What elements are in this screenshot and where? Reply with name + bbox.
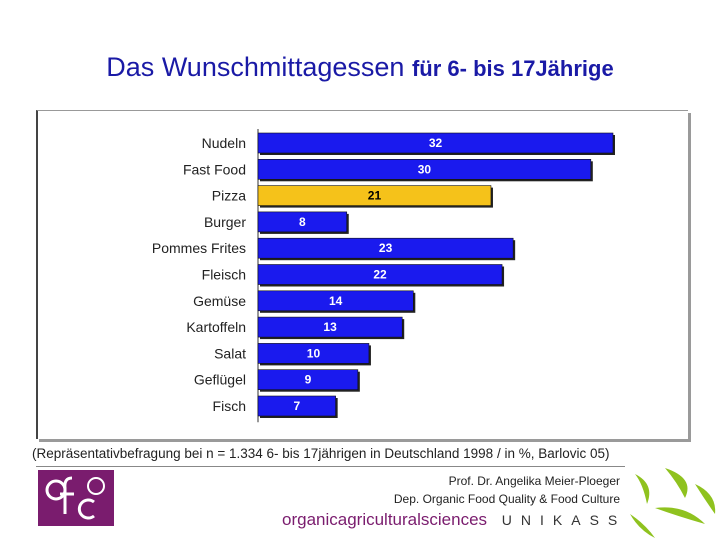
value-label: 7 <box>293 399 300 413</box>
value-label: 10 <box>307 346 321 360</box>
chart-caption: (Repräsentativbefragung bei n = 1.334 6-… <box>32 446 610 461</box>
category-label: Geflügel <box>194 372 246 388</box>
title-main: Das Wunschmittagessen <box>106 52 405 82</box>
value-label: 21 <box>368 189 382 203</box>
value-label: 8 <box>299 215 306 229</box>
category-label: Kartoffeln <box>186 319 246 335</box>
bar <box>257 369 359 391</box>
page-title: Das Wunschmittagessen für 6- bis 17Jähri… <box>0 52 720 83</box>
category-label: Nudeln <box>202 135 246 151</box>
category-label: Burger <box>204 214 246 230</box>
value-label: 22 <box>373 268 387 282</box>
value-label: 30 <box>418 162 432 176</box>
category-label: Pizza <box>212 188 246 204</box>
bar <box>257 237 514 259</box>
category-label: Fleisch <box>202 267 246 283</box>
bar <box>257 264 503 285</box>
title-sub: für 6- bis 17Jährige <box>411 56 614 81</box>
divider <box>36 466 684 467</box>
ofc-logo <box>38 470 114 526</box>
credit-dept: Dep. Organic Food Quality & Food Culture <box>393 492 620 506</box>
bar <box>257 185 492 206</box>
bar <box>257 290 414 312</box>
category-label: Salat <box>214 345 246 361</box>
category-label: Fast Food <box>183 161 246 177</box>
bar <box>257 316 403 338</box>
value-label: 13 <box>323 320 337 334</box>
footer-uni: UNIKASSEL <box>501 512 662 528</box>
category-label: Pommes Frites <box>152 240 246 256</box>
bar-chart: Nudeln 32 Fast Food 30 Pizza 21 Burger 8 Pommes … <box>152 129 615 423</box>
chart-frame: Nudeln 32 Fast Food 30 Pizza 21 Burger 8 Pommes … <box>36 110 688 439</box>
category-label: Gemüse <box>193 293 246 309</box>
bar <box>257 132 614 154</box>
bar <box>257 343 370 364</box>
value-label: 14 <box>329 294 343 308</box>
category-label: Fisch <box>213 398 246 414</box>
bar <box>257 158 592 180</box>
credit-name: Prof. Dr. Angelika Meier-Ploeger <box>448 474 620 488</box>
bar <box>257 211 348 233</box>
footer-org: organicagriculturalsciences <box>282 510 488 529</box>
footer-band: organicagriculturalsciences UNIKASSEL <box>282 510 661 530</box>
kassel-green-logo <box>625 464 720 540</box>
value-label: 23 <box>379 241 393 255</box>
bar <box>257 395 336 417</box>
value-label: 32 <box>429 136 443 150</box>
value-label: 9 <box>305 373 312 387</box>
